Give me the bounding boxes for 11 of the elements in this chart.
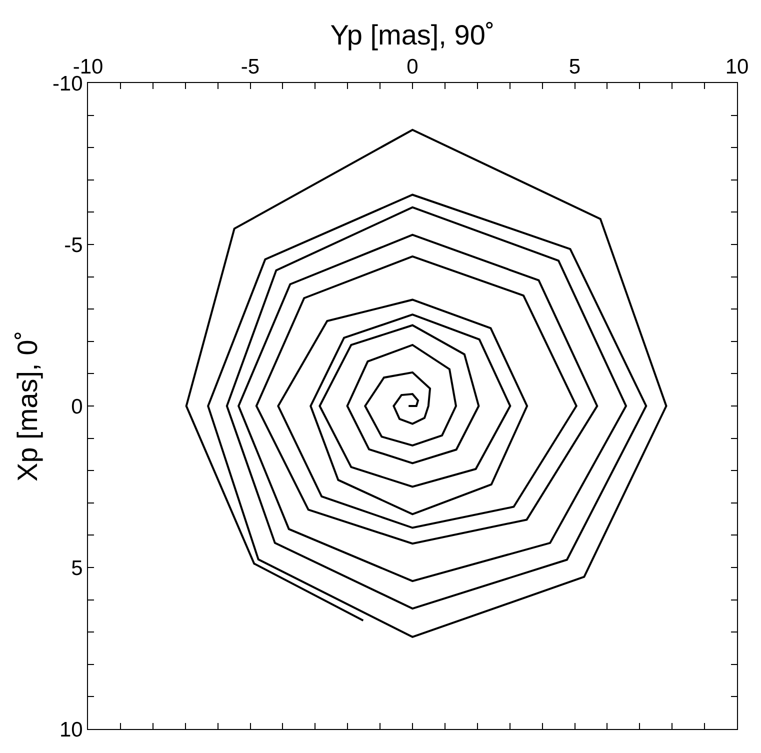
line-series xyxy=(185,128,668,638)
x-tick-label: 5 xyxy=(568,56,581,79)
y-axis-title: Xp [mas], 0˚ xyxy=(12,330,44,482)
y-tick-label: -5 xyxy=(64,234,83,257)
x-tick-label: 10 xyxy=(725,56,749,79)
x-tick-label: -5 xyxy=(240,56,260,79)
y-tick-label: 5 xyxy=(71,556,83,580)
x-axis-title: Yp [mas], 90˚ xyxy=(330,19,495,50)
y-tick-label: 0 xyxy=(71,395,83,418)
x-tick-label: 0 xyxy=(406,56,418,79)
y-tick-label: 10 xyxy=(59,718,83,742)
